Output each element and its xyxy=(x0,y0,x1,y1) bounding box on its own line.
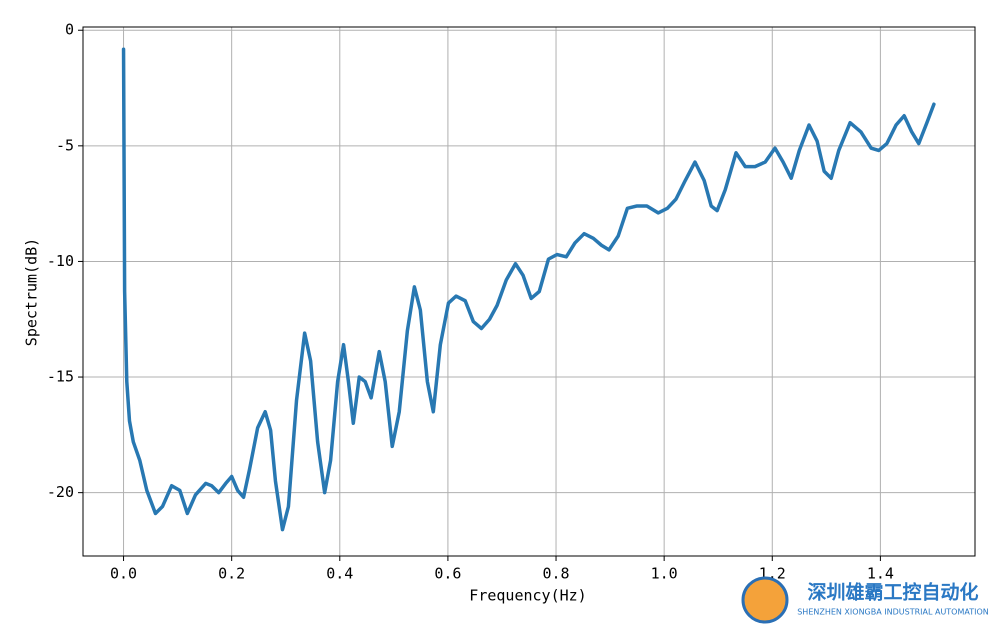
y-axis-label: Spectrum(dB) xyxy=(23,238,41,346)
x-tick-label: 1.0 xyxy=(651,565,678,583)
y-tick-label: -15 xyxy=(47,368,74,386)
watermark-title: 深圳雄霸工控自动化 xyxy=(807,581,978,604)
y-tick-label: 0 xyxy=(65,21,74,39)
watermark-subtitle: SHENZHEN XIONGBA INDUSTRIAL AUTOMATION xyxy=(797,608,989,617)
x-tick-label: 0.4 xyxy=(326,565,353,583)
data-line xyxy=(121,47,936,532)
watermark-logo xyxy=(741,576,789,624)
plot-frame xyxy=(82,26,976,557)
watermark: 深圳雄霸工控自动化 SHENZHEN XIONGBA INDUSTRIAL AU… xyxy=(741,576,989,624)
y-tick-label: -5 xyxy=(56,136,74,154)
x-tick-label: 0.0 xyxy=(110,565,137,583)
x-tick-label: 0.2 xyxy=(218,565,245,583)
x-tick-label: 1.4 xyxy=(867,565,894,583)
x-axis-label: Frequency(Hz) xyxy=(469,587,586,605)
x-tick-label: 0.6 xyxy=(434,565,461,583)
x-tick-label: 0.8 xyxy=(542,565,569,583)
y-tick-label: -20 xyxy=(47,483,74,501)
y-tick-label: -10 xyxy=(47,252,74,270)
